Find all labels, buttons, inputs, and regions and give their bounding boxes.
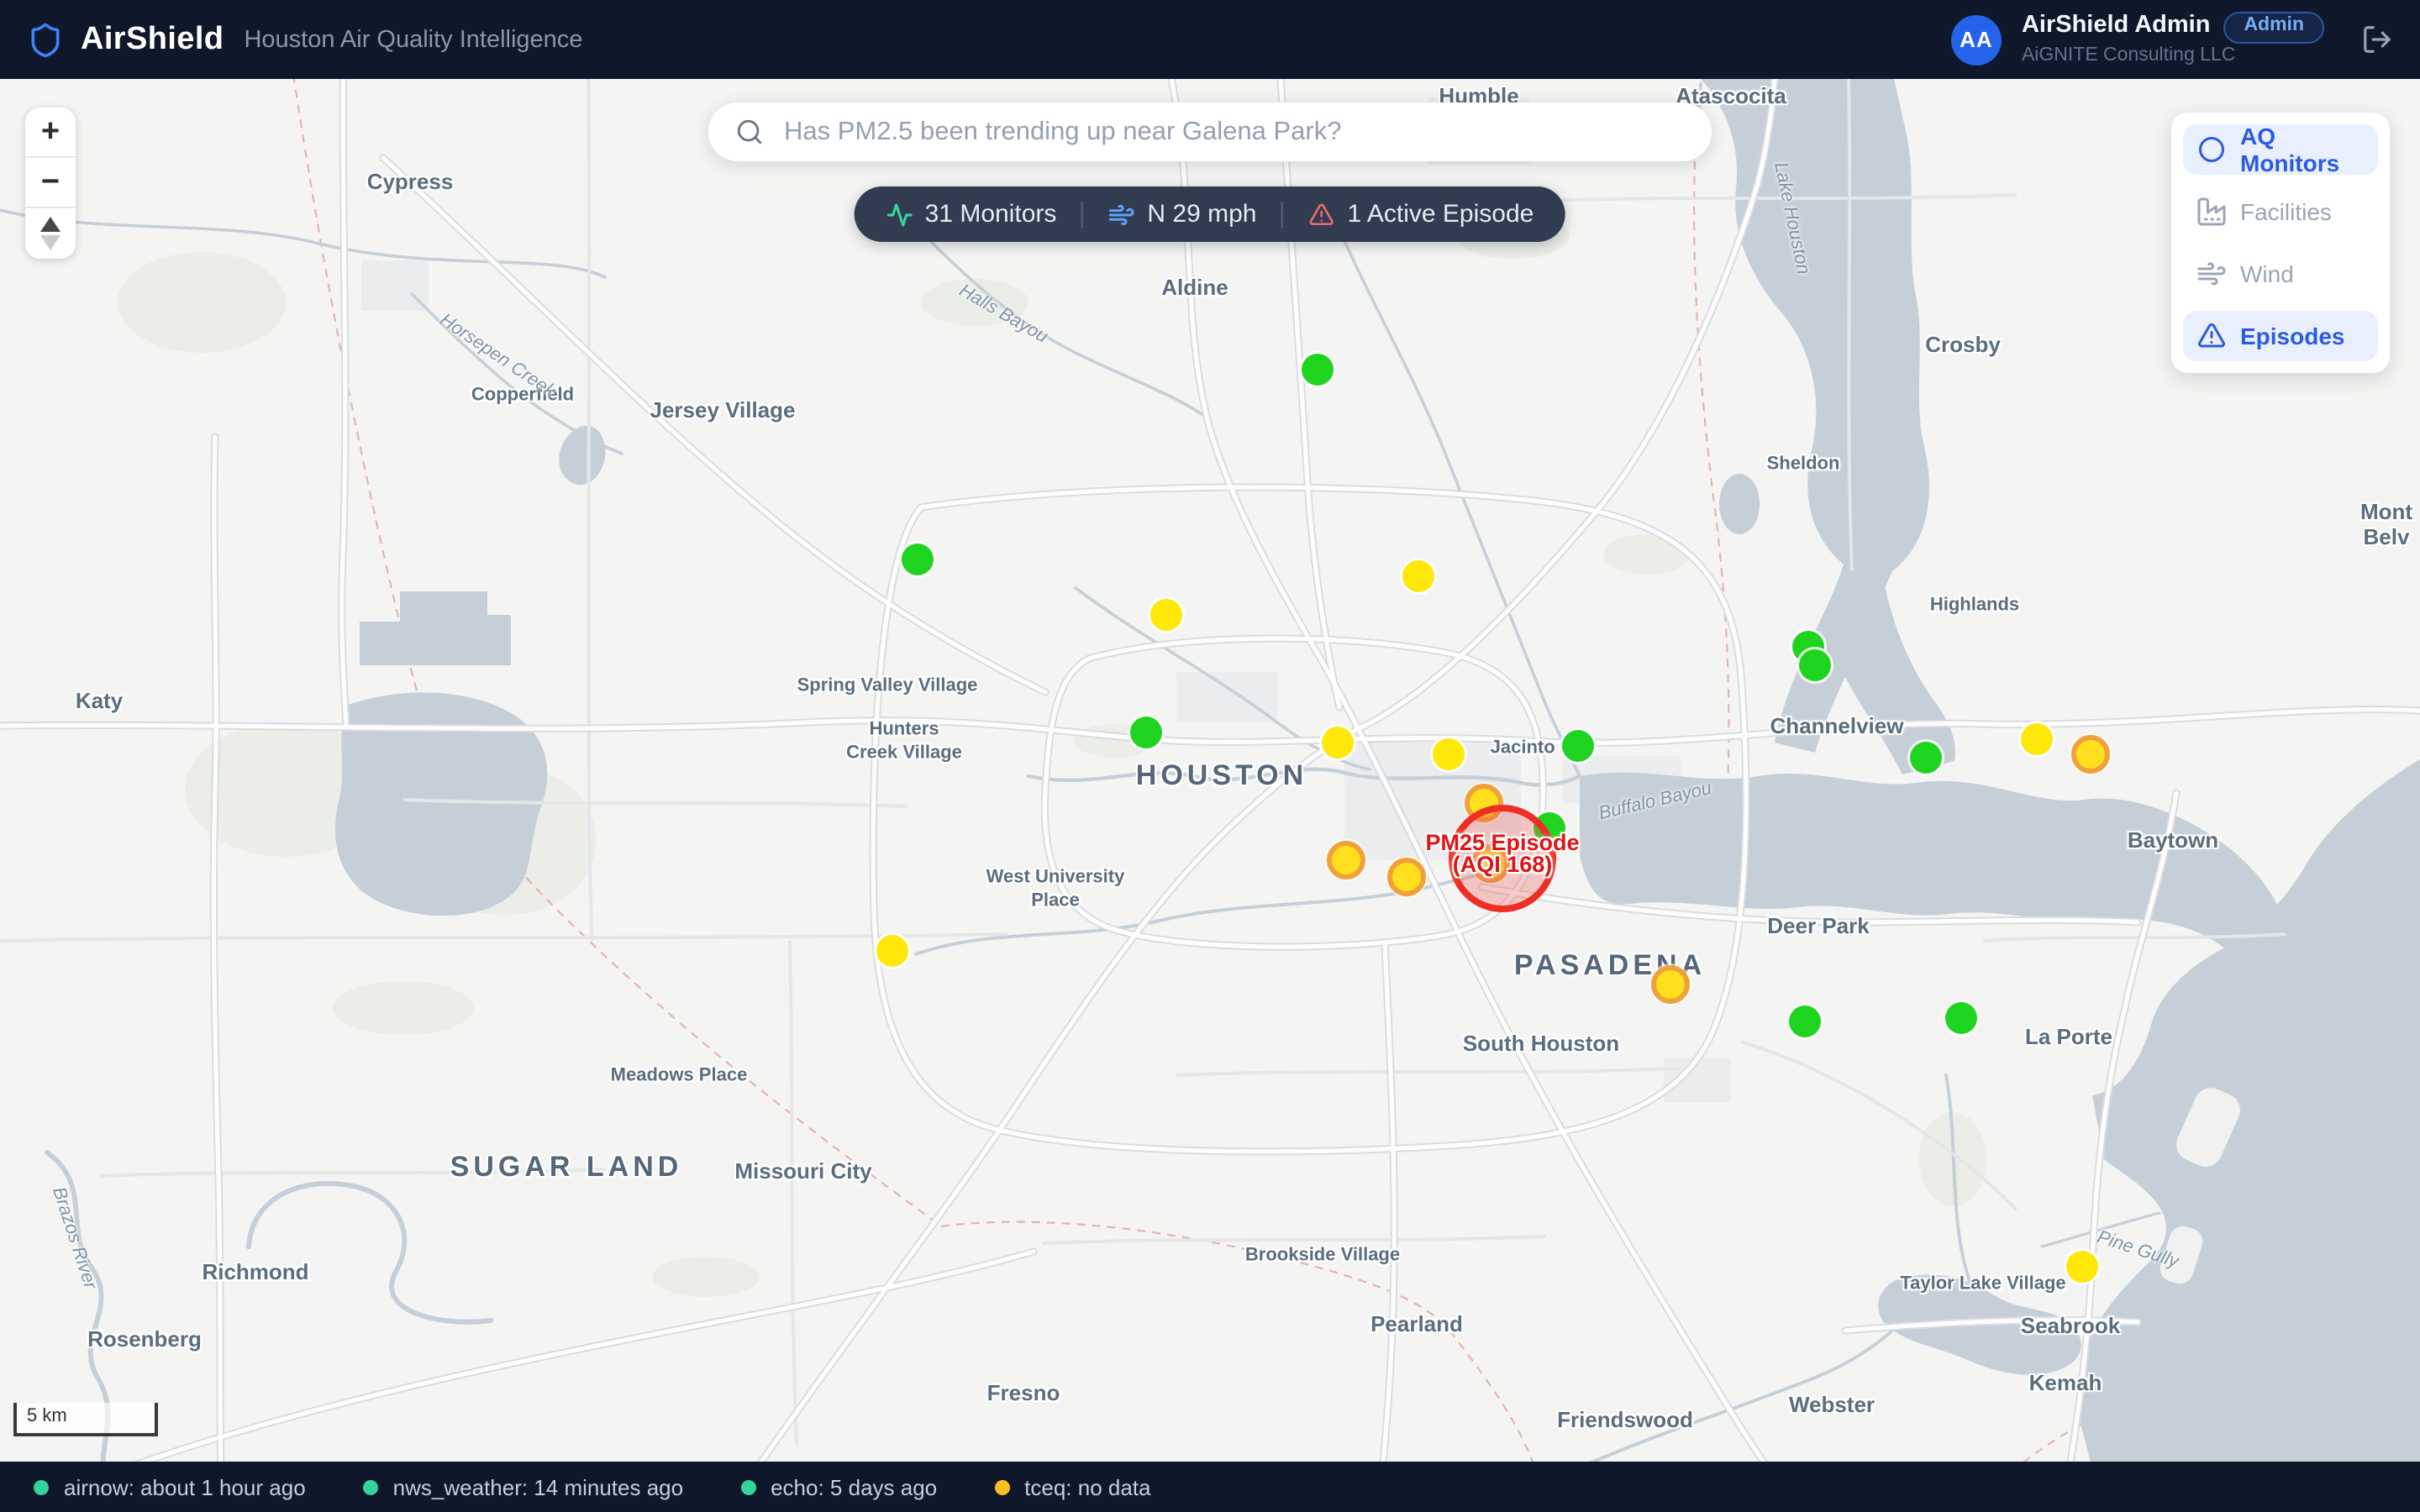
role-badge: Admin bbox=[2223, 11, 2324, 43]
divider bbox=[1081, 201, 1084, 228]
monitor-dot-moderate[interactable] bbox=[2066, 1251, 2098, 1283]
layer-label: Wind bbox=[2240, 260, 2294, 287]
map-controls: + − bbox=[25, 108, 76, 259]
activity-icon bbox=[886, 202, 913, 226]
monitor-dot-moderate[interactable] bbox=[876, 935, 908, 967]
status-text: nws_weather: 14 minutes ago bbox=[392, 1474, 684, 1499]
layer-toggle-wind[interactable]: Wind bbox=[2183, 249, 2378, 299]
user-org: AiGNITE Consulting LLC bbox=[2021, 45, 2236, 65]
layer-toggle-facilities[interactable]: Facilities bbox=[2183, 186, 2378, 237]
app-name: AirShield bbox=[81, 21, 224, 56]
status-dot bbox=[994, 1479, 1010, 1494]
monitor-dot-good[interactable] bbox=[1789, 1005, 1821, 1037]
zoom-out-button[interactable]: − bbox=[25, 158, 76, 208]
warning-icon bbox=[1310, 202, 1334, 224]
monitor-dot-alert[interactable] bbox=[1327, 841, 1365, 879]
logout-icon[interactable] bbox=[2361, 24, 2393, 55]
divider bbox=[1281, 201, 1284, 228]
pm25-episode-ring[interactable] bbox=[1449, 805, 1556, 912]
shield-logo-icon bbox=[27, 21, 64, 58]
monitor-dot-alert[interactable] bbox=[2071, 735, 2110, 774]
monitor-dot-good[interactable] bbox=[902, 543, 934, 575]
monitor-dot-alert[interactable] bbox=[1387, 858, 1426, 896]
compass-icon bbox=[40, 217, 60, 250]
active-episode-count: 1 Active Episode bbox=[1309, 200, 1534, 228]
monitor-dot-moderate[interactable] bbox=[1402, 560, 1434, 592]
wind-reading: N 29 mph bbox=[1108, 200, 1257, 228]
monitor-dot-moderate[interactable] bbox=[1150, 599, 1182, 631]
monitor-dot-moderate[interactable] bbox=[1433, 738, 1465, 770]
status-text: echo: 5 days ago bbox=[771, 1474, 938, 1499]
layer-label: Episodes bbox=[2240, 323, 2345, 349]
search-icon bbox=[737, 119, 762, 144]
compass-button[interactable] bbox=[25, 208, 76, 259]
monitor-dot-good[interactable] bbox=[1910, 742, 1942, 774]
layer-toggle-aq-monitors[interactable]: AQ Monitors bbox=[2183, 123, 2378, 176]
status-dot bbox=[740, 1479, 756, 1494]
layer-label: AQ Monitors bbox=[2240, 123, 2340, 176]
factory-icon bbox=[2196, 197, 2227, 227]
circle-icon bbox=[2196, 134, 2227, 165]
monitor-dot-alert[interactable] bbox=[1651, 965, 1690, 1004]
app-subtitle: Houston Air Quality Intelligence bbox=[244, 26, 583, 53]
monitor-dot-good[interactable] bbox=[1302, 354, 1334, 386]
search-input[interactable] bbox=[781, 115, 1685, 149]
search-bar bbox=[708, 102, 1712, 161]
wind-icon bbox=[1109, 203, 1135, 225]
source-status-airnow: airnow: about 1 hour ago bbox=[34, 1474, 306, 1499]
monitor-dot-good[interactable] bbox=[1799, 649, 1831, 681]
status-dot bbox=[34, 1479, 49, 1494]
source-status-echo: echo: 5 days ago bbox=[740, 1474, 937, 1499]
zoom-in-button[interactable]: + bbox=[25, 108, 76, 158]
wind-icon bbox=[2196, 259, 2227, 289]
status-text: tceq: no data bbox=[1024, 1474, 1151, 1499]
monitor-dot-good[interactable] bbox=[1562, 730, 1594, 762]
triangle-alert-icon bbox=[2196, 321, 2227, 351]
monitor-dot-moderate[interactable] bbox=[2021, 723, 2053, 755]
top-nav: AirShield Houston Air Quality Intelligen… bbox=[0, 0, 2420, 79]
user-name: AirShield Admin bbox=[2021, 12, 2211, 39]
layer-toggle-episodes[interactable]: Episodes bbox=[2183, 311, 2378, 361]
monitor-dot-good[interactable] bbox=[1945, 1002, 1977, 1034]
status-dot bbox=[362, 1479, 378, 1494]
source-status-nws-weather: nws_weather: 14 minutes ago bbox=[362, 1474, 684, 1499]
monitor-dot-good[interactable] bbox=[1130, 717, 1162, 748]
layers-panel: AQ Monitors Facilities Wind Episodes bbox=[2171, 113, 2390, 373]
layer-label: Facilities bbox=[2240, 198, 2332, 225]
status-text: airnow: about 1 hour ago bbox=[64, 1474, 306, 1499]
data-sources-bar: airnow: about 1 hour ago nws_weather: 14 … bbox=[0, 1462, 2420, 1512]
avatar[interactable]: AA bbox=[1950, 14, 2002, 65]
scale-bar: 5 km bbox=[13, 1403, 158, 1436]
monitor-dot-moderate[interactable] bbox=[1322, 727, 1354, 759]
status-pill: 31 Monitors N 29 mph 1 Active Episode bbox=[854, 186, 1566, 242]
monitor-count: 31 Monitors bbox=[886, 200, 1056, 228]
source-status-tceq: tceq: no data bbox=[994, 1474, 1151, 1499]
